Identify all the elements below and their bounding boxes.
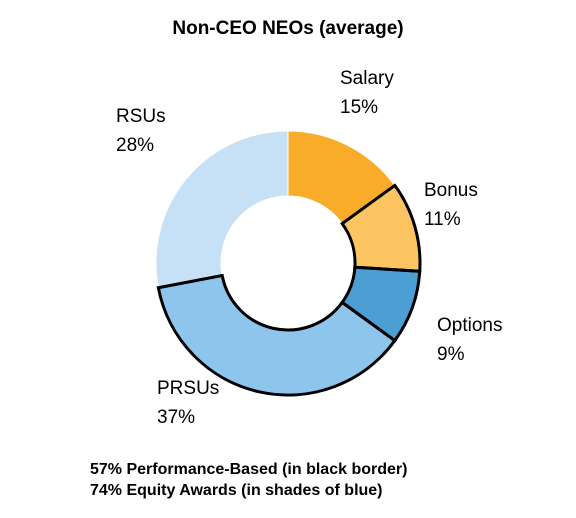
slice-value-prsus: 37%: [157, 407, 195, 428]
note-equity-awards: 74% Equity Awards (in shades of blue): [90, 482, 383, 499]
slice-value-salary: 15%: [340, 97, 378, 118]
slice-label-rsus: RSUs: [116, 106, 166, 127]
slice-rsus: [155, 130, 289, 289]
slice-border-prsus: [156, 273, 397, 397]
slice-value-rsus: 28%: [116, 135, 154, 156]
performance-borders-layer: [156, 183, 422, 397]
note-performance-based: 57% Performance-Based (in black border): [90, 461, 408, 478]
chart-notes: 57% Performance-Based (in black border) …: [90, 459, 407, 501]
slices-layer: [155, 130, 421, 396]
chart-title: Non-CEO NEOs (average): [172, 18, 404, 39]
slice-label-bonus: Bonus: [424, 180, 478, 201]
slice-value-bonus: 11%: [424, 209, 461, 230]
slice-label-prsus: PRSUs: [157, 378, 219, 399]
slice-value-options: 9%: [437, 344, 465, 365]
slice-label-options: Options: [437, 315, 502, 336]
slice-label-salary: Salary: [340, 68, 394, 89]
slice-labels-layer: Salary 15% Bonus 11% Options 9% PRSUs 37% RSUs 28…: [116, 68, 502, 428]
